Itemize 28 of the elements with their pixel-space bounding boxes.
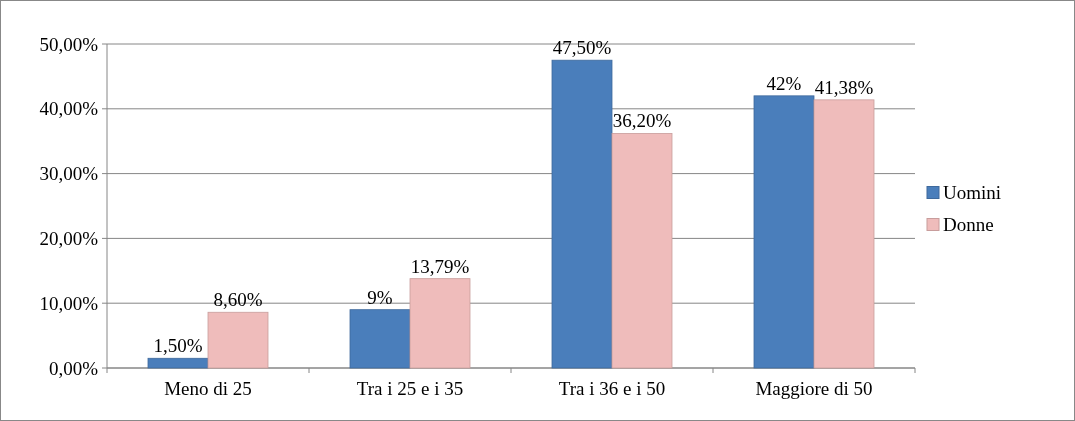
x-tick-label: Tra i 25 e i 35 (356, 378, 464, 399)
legend-label: Uomini (943, 182, 1002, 204)
bar (207, 311, 269, 369)
x-tick-label: Meno di 25 (164, 378, 252, 399)
y-tick-label: 50,00% (39, 33, 99, 55)
y-tick-label: 20,00% (39, 228, 99, 250)
y-tick-label: 10,00% (39, 292, 99, 314)
bar (349, 309, 411, 369)
data-label: 1,50% (153, 335, 203, 357)
bar (409, 278, 471, 369)
data-label: 41,38% (814, 76, 874, 98)
data-label: 47,50% (552, 37, 612, 59)
bar (753, 95, 815, 369)
bar (813, 99, 875, 369)
data-label: 8,60% (213, 289, 263, 311)
x-tick-label: Tra i 36 e i 50 (558, 378, 666, 399)
y-tick-label: 0,00% (48, 357, 99, 379)
legend-label: Donne (943, 214, 994, 236)
data-label: 9% (367, 286, 393, 308)
x-tick-label: Maggiore di 50 (755, 378, 873, 399)
bar (147, 357, 209, 369)
y-tick-label: 30,00% (39, 163, 99, 185)
data-label: 36,20% (612, 110, 672, 132)
bar (551, 59, 613, 369)
data-label: 13,79% (410, 255, 470, 277)
y-tick-label: 40,00% (39, 98, 99, 120)
bar (611, 133, 673, 369)
data-label: 42% (766, 72, 802, 94)
